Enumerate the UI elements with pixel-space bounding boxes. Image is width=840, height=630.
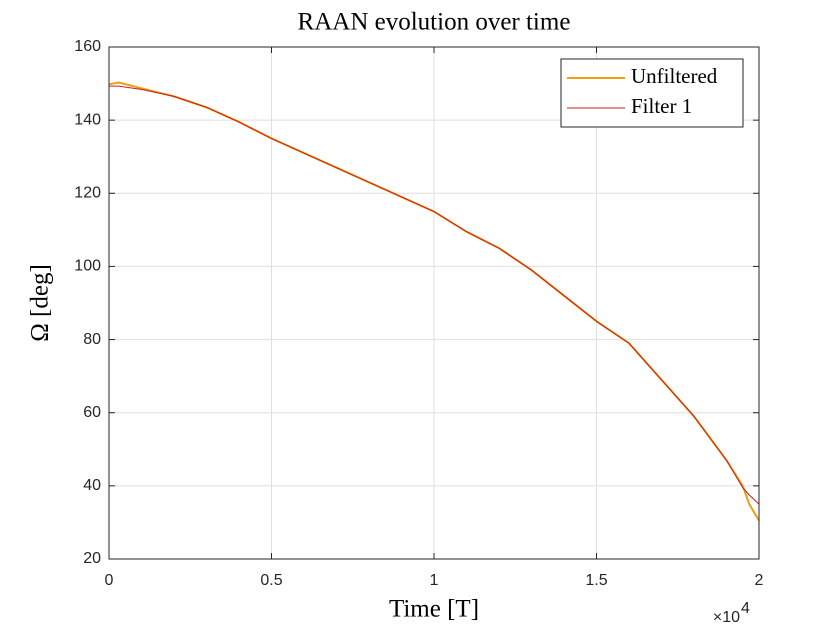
y-tick-label: 20 xyxy=(83,550,101,567)
y-tick-label: 120 xyxy=(74,185,101,202)
legend: Unfiltered Filter 1 xyxy=(560,58,744,128)
y-tick-label: 140 xyxy=(74,111,101,128)
lines xyxy=(108,81,760,522)
x-tick-label: 1.5 xyxy=(585,572,607,589)
y-tick-label: 100 xyxy=(74,258,101,275)
y-tick-label: 40 xyxy=(83,477,101,494)
x-tick-label: 0.5 xyxy=(260,572,282,589)
legend-box xyxy=(560,58,744,128)
series-line xyxy=(109,85,760,505)
x-multiplier: ×10 xyxy=(713,609,740,626)
y-tick-label: 60 xyxy=(83,404,101,421)
x-tick-label: 2 xyxy=(755,572,764,589)
y-tick-label: 80 xyxy=(83,331,101,348)
y-tick-label: 160 xyxy=(74,38,101,55)
x-tick-label: 0 xyxy=(105,572,114,589)
ticks: 0 0.5 1 1.5 2 20 40 60 80 100 120 140 160 xyxy=(74,38,763,589)
chart-title: RAAN evolution over time xyxy=(298,9,571,36)
legend-label: Filter 1 xyxy=(631,94,692,118)
x-tick-label: 1 xyxy=(430,572,439,589)
x-axis-label: Time [T] xyxy=(389,596,479,623)
y-axis-label: Ω [deg] xyxy=(27,264,54,342)
x-multiplier-exponent: 4 xyxy=(741,600,750,617)
legend-label: Unfiltered xyxy=(631,64,718,88)
